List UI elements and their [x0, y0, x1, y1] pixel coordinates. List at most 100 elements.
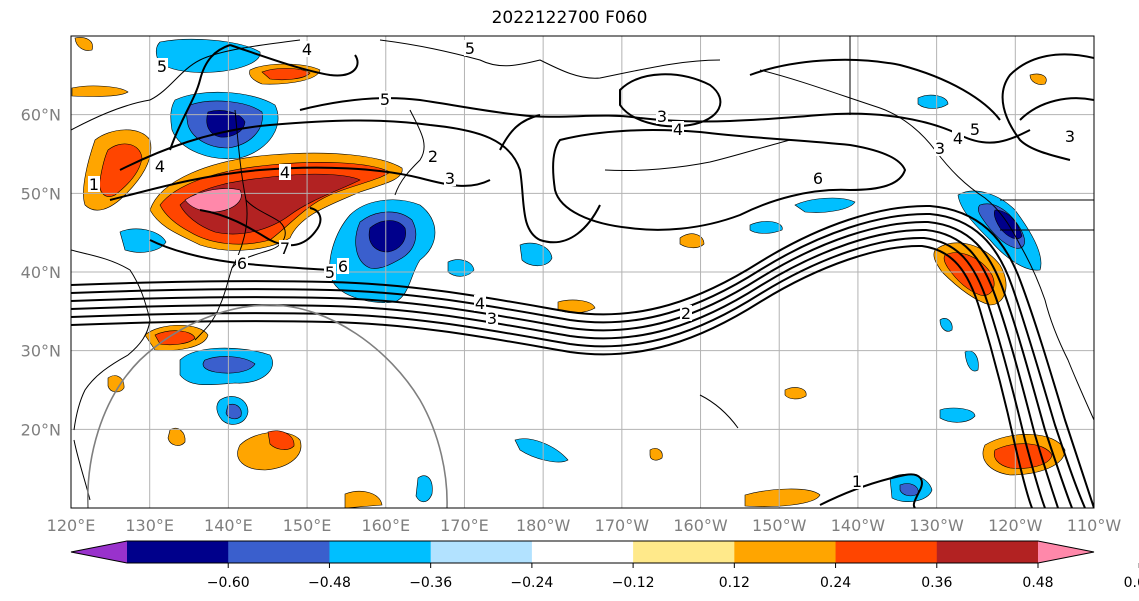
contour-label-background	[301, 41, 313, 57]
colorbar: −0.60 −0.48 −0.36 −0.24 −0.12 0.12 0.24 0.36 0.4…	[70, 540, 1139, 591]
contour-label-background	[236, 255, 248, 271]
contour-label: 6	[237, 254, 247, 273]
contour-label: 2	[681, 304, 691, 323]
contour-label-background	[934, 140, 946, 156]
contour-label: 3	[935, 139, 945, 158]
contour-label-background	[464, 40, 476, 56]
colorbar-segment	[329, 541, 432, 563]
contour-label-background	[656, 108, 668, 124]
longitude-label: 140°E	[204, 516, 253, 535]
contour-label: 5	[465, 39, 475, 58]
contour-label-background	[337, 258, 349, 274]
colorbar-extend-high	[1038, 541, 1094, 563]
contour-label: 5	[157, 57, 167, 76]
contour-label-background	[486, 310, 498, 326]
longitude-label: 120°W	[988, 516, 1043, 535]
contour-label-background	[680, 305, 692, 321]
latitude-labels: 20°N 30°N 40°N 50°N 60°N	[21, 106, 61, 440]
colorbar-extend-low	[71, 541, 127, 563]
contour-label-background	[1064, 128, 1076, 144]
contour-label-background	[952, 130, 964, 146]
contour-label: 7	[280, 239, 290, 258]
contour-label: 6	[813, 169, 823, 188]
contour-label: 3	[487, 309, 497, 328]
colorbar-segment	[228, 541, 330, 563]
latitude-label: 60°N	[21, 106, 61, 125]
latitude-label: 30°N	[21, 342, 61, 361]
contour-label: 3	[445, 169, 455, 188]
longitude-label: 160°E	[361, 516, 410, 535]
shaded-anomaly-field	[71, 37, 1066, 508]
colorbar-tick-label: 0.12	[719, 575, 750, 591]
longitude-label: 150°W	[752, 516, 807, 535]
contour-label-background	[427, 148, 439, 164]
colorbar-tick-label: −0.12	[612, 575, 655, 591]
contour-label: 4	[673, 120, 683, 139]
colorbar-tick-label: −0.60	[207, 575, 250, 591]
contour-label-background	[324, 264, 336, 280]
gridlines	[71, 36, 1094, 508]
colorbar-tick-label: −0.48	[308, 575, 351, 591]
colorbar-segment	[531, 541, 634, 563]
map-frame	[70, 35, 1095, 509]
contour-label: 4	[475, 294, 485, 313]
longitude-label: 120°E	[47, 516, 96, 535]
longitude-labels: 120°E 130°E 140°E 150°E 160°E 170°E 180°W 170°W…	[47, 516, 1122, 535]
contour-label: 5	[325, 263, 335, 282]
longitude-label: 110°W	[1067, 516, 1122, 535]
contour-label-background	[154, 158, 166, 174]
contour-label-background	[672, 121, 684, 137]
longitude-label: 170°W	[595, 516, 650, 535]
latitude-label: 40°N	[21, 263, 61, 282]
contour-label: 6	[338, 257, 348, 276]
colorbar-tick-label: −0.24	[510, 575, 553, 591]
contour-label: 5	[380, 90, 390, 109]
contour-label-background	[812, 170, 824, 186]
colorbar-segment	[835, 541, 938, 563]
contour-label: 4	[302, 40, 312, 59]
contour-label: 2	[428, 147, 438, 166]
colorbar-segment	[430, 541, 533, 563]
longitude-label: 150°E	[283, 516, 332, 535]
longitude-label: 140°W	[831, 516, 886, 535]
colorbar-segment	[633, 541, 735, 563]
latitude-label: 50°N	[21, 184, 61, 203]
contour-label: 3	[657, 107, 667, 126]
contour-label-background	[444, 170, 456, 186]
colorbar-tick-label: 0.36	[921, 575, 952, 591]
contour-label-background	[969, 121, 981, 137]
contour-label: 4	[280, 163, 290, 182]
contour-label: 5	[970, 120, 980, 139]
longitude-label: 180°W	[516, 516, 571, 535]
longitude-label: 130°W	[909, 516, 964, 535]
coastlines	[71, 36, 1094, 501]
longitude-label: 160°W	[673, 516, 728, 535]
longitude-label: 170°E	[440, 516, 489, 535]
colorbar-tick-label: 0.48	[1022, 575, 1053, 591]
colorbar-tick-label: 0.60	[1124, 575, 1139, 591]
contour-label: 4	[155, 157, 165, 176]
colorbar-tick-label: 0.24	[820, 575, 851, 591]
colorbar-tick-label: −0.36	[409, 575, 452, 591]
colorbar-segment	[127, 541, 229, 563]
contour-label: 1	[89, 175, 99, 194]
reference-circle	[87, 304, 448, 508]
contour-label-background	[88, 176, 100, 192]
contour-label-background	[851, 473, 863, 489]
map-title: 2022122700 F060	[491, 8, 648, 28]
contour-label: 3	[1065, 127, 1075, 146]
colorbar-segment	[734, 541, 837, 563]
contour-label-background	[474, 295, 486, 311]
contour-label: 1	[852, 472, 862, 491]
colorbar-outline	[70, 540, 1095, 564]
contour-label-background	[279, 240, 291, 256]
contour-label-background	[279, 164, 291, 180]
latitude-label: 20°N	[21, 420, 61, 439]
longitude-label: 130°E	[125, 516, 174, 535]
contour-label-background	[379, 91, 391, 107]
contour-lines	[71, 44, 1094, 508]
colorbar-segment	[936, 541, 1039, 563]
contour-label-background	[156, 58, 168, 74]
